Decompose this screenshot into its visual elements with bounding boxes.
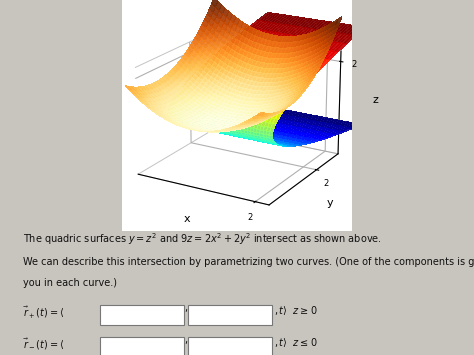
- Text: We can describe this intersection by parametrizing two curves. (One of the compo: We can describe this intersection by par…: [23, 257, 474, 267]
- Text: $, t\rangle\ \ z \leq 0$: $, t\rangle\ \ z \leq 0$: [274, 336, 318, 349]
- Text: you in each curve.): you in each curve.): [23, 278, 118, 288]
- Text: $,$: $,$: [183, 304, 188, 314]
- FancyBboxPatch shape: [188, 305, 272, 325]
- Text: $,$: $,$: [183, 336, 188, 346]
- Text: The quadric surfaces $y = z^2$ and $9z = 2x^2 + 2y^2$ intersect as shown above.: The quadric surfaces $y = z^2$ and $9z =…: [23, 231, 383, 247]
- Text: $\vec{r}_+(t) = \langle$: $\vec{r}_+(t) = \langle$: [23, 304, 64, 320]
- FancyBboxPatch shape: [100, 305, 183, 325]
- Text: $\vec{r}_-(t) = \langle$: $\vec{r}_-(t) = \langle$: [23, 336, 64, 351]
- Y-axis label: y: y: [327, 198, 333, 208]
- FancyBboxPatch shape: [188, 338, 272, 355]
- X-axis label: x: x: [183, 214, 190, 224]
- FancyBboxPatch shape: [100, 338, 183, 355]
- Text: $, t\rangle\ \ z \geq 0$: $, t\rangle\ \ z \geq 0$: [274, 304, 318, 317]
